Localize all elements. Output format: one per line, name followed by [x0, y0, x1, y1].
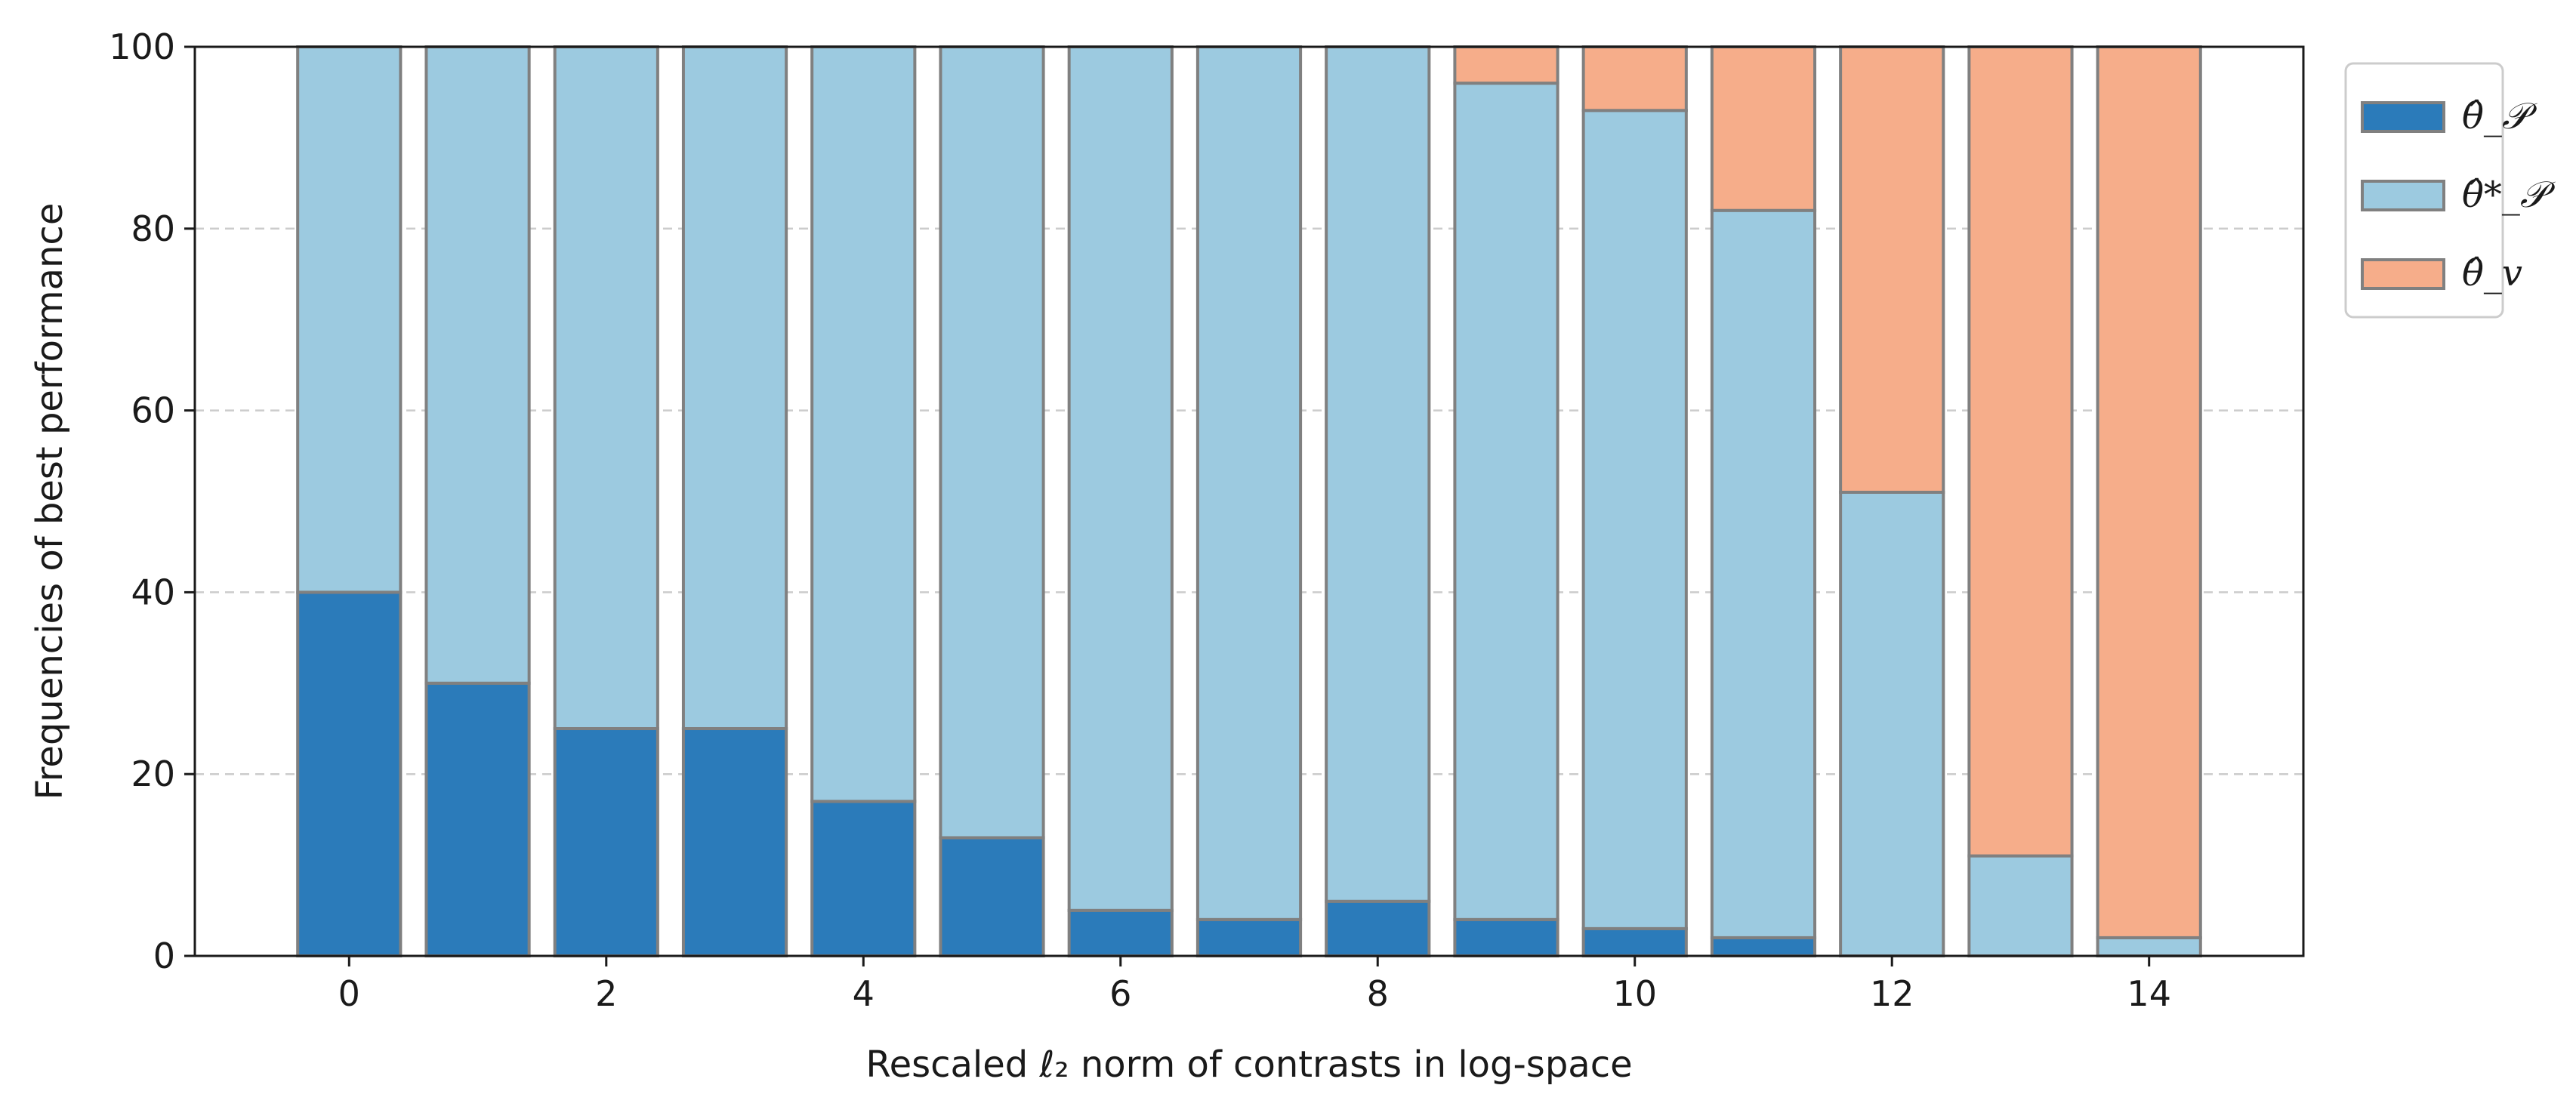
bar-segment-x2-series1: [553, 45, 659, 730]
y-tick-label-100: 100: [109, 26, 175, 67]
bar-segment-x11-series1: [1710, 208, 1817, 939]
bar-segment-x11-series2: [1710, 45, 1817, 212]
legend-swatch-1: [2361, 180, 2445, 211]
legend-label-2: θ̂_v: [2462, 252, 2522, 294]
bar-segment-x9-series0: [1453, 917, 1559, 957]
bar-segment-x14-series2: [2096, 45, 2202, 939]
bar-segment-x6-series1: [1067, 45, 1174, 912]
bar-segment-x2-series0: [553, 727, 659, 957]
bar-segment-x4-series1: [810, 45, 917, 803]
legend-swatch-2: [2361, 258, 2445, 290]
x-tick-label-6: 6: [1109, 973, 1131, 1014]
bar-stacks: [296, 45, 2202, 958]
legend: θ̂_𝒫 θ̂*_𝒫 θ̂_v: [2344, 62, 2556, 319]
bar-segment-x0-series0: [296, 590, 403, 958]
bar-segment-x10-series0: [1581, 926, 1688, 958]
x-tick-label-14: 14: [2127, 973, 2171, 1014]
y-tick-label-60: 60: [131, 390, 175, 431]
bar-segment-x8-series0: [1325, 899, 1431, 958]
bar-segment-x11-series0: [1710, 936, 1817, 958]
y-tick-label-0: 0: [153, 936, 175, 976]
bar-segment-x7-series1: [1195, 45, 1303, 921]
bar-segment-x5-series0: [939, 836, 1045, 957]
bar-segment-x6-series0: [1067, 908, 1174, 958]
bar-segment-x10-series2: [1581, 45, 1688, 113]
y-tick-label-40: 40: [131, 572, 175, 612]
bar-segment-x3-series0: [681, 727, 788, 957]
bar-segment-x13-series1: [1967, 854, 2074, 958]
bar-segment-x3-series1: [681, 45, 788, 730]
bar-segment-x9-series2: [1453, 45, 1559, 85]
bar-segment-x1-series0: [424, 681, 531, 957]
bar-segment-x14-series1: [2096, 936, 2202, 958]
bar-segment-x8-series1: [1325, 45, 1431, 903]
bar-segment-x9-series1: [1453, 82, 1559, 921]
x-tick-label-0: 0: [338, 973, 360, 1014]
bar-segment-x0-series1: [296, 45, 403, 594]
bar-segment-x13-series2: [1967, 45, 2074, 858]
bar-segment-x4-series0: [810, 800, 917, 957]
x-tick-label-10: 10: [1612, 973, 1657, 1014]
plot-frame: [193, 45, 2305, 957]
bar-segment-x12-series2: [1839, 45, 1945, 494]
legend-label-0: θ̂_𝒫: [2462, 95, 2537, 137]
grid-lines: [195, 227, 2303, 775]
legend-swatch-0: [2361, 101, 2445, 133]
bar-segment-x1-series1: [424, 45, 531, 685]
x-tick-label-12: 12: [1870, 973, 1914, 1014]
x-axis-ticks: 0 2 4 6 8 10 12 14: [338, 956, 2171, 1014]
bar-segment-x12-series1: [1839, 490, 1945, 957]
y-tick-label-20: 20: [131, 754, 175, 794]
x-axis-title: Rescaled ℓ₂ norm of contrasts in log-spa…: [865, 1043, 1632, 1086]
legend-label-1: θ̂*_𝒫: [2462, 174, 2556, 216]
x-tick-label-8: 8: [1367, 973, 1389, 1014]
bar-segment-x7-series0: [1195, 917, 1303, 957]
x-tick-label-2: 2: [595, 973, 617, 1014]
bar-segment-x10-series1: [1581, 109, 1688, 930]
x-tick-label-4: 4: [853, 973, 875, 1014]
bar-segment-x5-series1: [939, 45, 1045, 840]
y-axis-ticks: 0 20 40 60 80 100: [109, 26, 195, 976]
y-axis-title: Frequencies of best performance: [29, 203, 71, 800]
y-tick-label-80: 80: [131, 208, 175, 249]
